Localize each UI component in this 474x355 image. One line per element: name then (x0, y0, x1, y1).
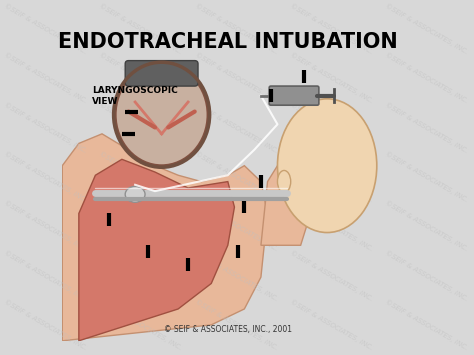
Text: ©SEIF & ASSOCIATES, INC.: ©SEIF & ASSOCIATES, INC. (99, 51, 183, 105)
Text: ©SEIF & ASSOCIATES, INC.: ©SEIF & ASSOCIATES, INC. (3, 51, 88, 105)
Text: ©SEIF & ASSOCIATES, INC.: ©SEIF & ASSOCIATES, INC. (289, 200, 374, 253)
Text: ©SEIF & ASSOCIATES, INC.: ©SEIF & ASSOCIATES, INC. (193, 249, 279, 302)
Text: ©SEIF & ASSOCIATES, INC.: ©SEIF & ASSOCIATES, INC. (384, 101, 469, 154)
Text: ©SEIF & ASSOCIATES, INC.: ©SEIF & ASSOCIATES, INC. (193, 51, 279, 105)
Ellipse shape (277, 99, 377, 233)
Ellipse shape (125, 186, 145, 202)
PathPatch shape (261, 143, 317, 245)
Ellipse shape (115, 64, 208, 166)
Text: ©SEIF & ASSOCIATES, INC.: ©SEIF & ASSOCIATES, INC. (289, 51, 374, 105)
Text: ©SEIF & ASSOCIATES, INC.: ©SEIF & ASSOCIATES, INC. (384, 299, 469, 351)
Text: ©SEIF & ASSOCIATES, INC.: ©SEIF & ASSOCIATES, INC. (289, 299, 374, 351)
Text: ©SEIF & ASSOCIATES, INC.: ©SEIF & ASSOCIATES, INC. (384, 2, 469, 55)
Text: ©SEIF & ASSOCIATES, INC.: ©SEIF & ASSOCIATES, INC. (3, 150, 88, 203)
Text: ©SEIF & ASSOCIATES, INC.: ©SEIF & ASSOCIATES, INC. (99, 200, 183, 253)
Text: ©SEIF & ASSOCIATES, INC.: ©SEIF & ASSOCIATES, INC. (99, 299, 183, 351)
Text: ©SEIF & ASSOCIATES, INC.: ©SEIF & ASSOCIATES, INC. (193, 200, 279, 253)
Text: ©SEIF & ASSOCIATES, INC.: ©SEIF & ASSOCIATES, INC. (3, 299, 88, 351)
Text: © SEIF & ASSOCIATES, INC., 2001: © SEIF & ASSOCIATES, INC., 2001 (164, 326, 292, 334)
Ellipse shape (277, 170, 291, 193)
Text: ©SEIF & ASSOCIATES, INC.: ©SEIF & ASSOCIATES, INC. (193, 2, 279, 55)
Text: LARYNGOSCOPIC
VIEW: LARYNGOSCOPIC VIEW (92, 86, 178, 106)
Text: ©SEIF & ASSOCIATES, INC.: ©SEIF & ASSOCIATES, INC. (3, 200, 88, 253)
PathPatch shape (62, 134, 267, 341)
Text: ©SEIF & ASSOCIATES, INC.: ©SEIF & ASSOCIATES, INC. (3, 2, 88, 55)
Text: ©SEIF & ASSOCIATES, INC.: ©SEIF & ASSOCIATES, INC. (99, 2, 183, 55)
Text: ©SEIF & ASSOCIATES, INC.: ©SEIF & ASSOCIATES, INC. (384, 249, 469, 302)
Text: ENDOTRACHEAL INTUBATION: ENDOTRACHEAL INTUBATION (58, 32, 398, 52)
Text: ©SEIF & ASSOCIATES, INC.: ©SEIF & ASSOCIATES, INC. (99, 249, 183, 302)
Text: ©SEIF & ASSOCIATES, INC.: ©SEIF & ASSOCIATES, INC. (384, 150, 469, 203)
Text: ©SEIF & ASSOCIATES, INC.: ©SEIF & ASSOCIATES, INC. (289, 101, 374, 154)
PathPatch shape (79, 159, 235, 341)
Text: ©SEIF & ASSOCIATES, INC.: ©SEIF & ASSOCIATES, INC. (193, 150, 279, 203)
Text: ©SEIF & ASSOCIATES, INC.: ©SEIF & ASSOCIATES, INC. (289, 249, 374, 302)
Text: ©SEIF & ASSOCIATES, INC.: ©SEIF & ASSOCIATES, INC. (3, 249, 88, 302)
Text: ©SEIF & ASSOCIATES, INC.: ©SEIF & ASSOCIATES, INC. (289, 150, 374, 203)
Text: ©SEIF & ASSOCIATES, INC.: ©SEIF & ASSOCIATES, INC. (193, 101, 279, 154)
Text: ©SEIF & ASSOCIATES, INC.: ©SEIF & ASSOCIATES, INC. (99, 150, 183, 203)
Text: ©SEIF & ASSOCIATES, INC.: ©SEIF & ASSOCIATES, INC. (384, 200, 469, 253)
FancyBboxPatch shape (125, 61, 198, 86)
Text: ©SEIF & ASSOCIATES, INC.: ©SEIF & ASSOCIATES, INC. (289, 2, 374, 55)
Text: ©SEIF & ASSOCIATES, INC.: ©SEIF & ASSOCIATES, INC. (193, 299, 279, 351)
Text: ©SEIF & ASSOCIATES, INC.: ©SEIF & ASSOCIATES, INC. (99, 101, 183, 154)
Text: ©SEIF & ASSOCIATES, INC.: ©SEIF & ASSOCIATES, INC. (384, 51, 469, 105)
FancyBboxPatch shape (269, 86, 319, 105)
Text: ©SEIF & ASSOCIATES, INC.: ©SEIF & ASSOCIATES, INC. (3, 101, 88, 154)
